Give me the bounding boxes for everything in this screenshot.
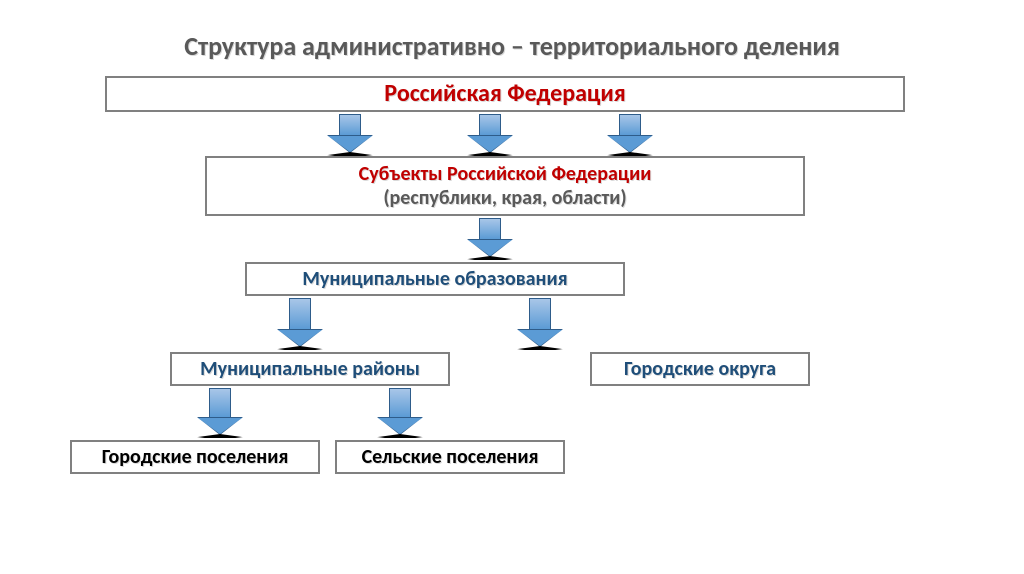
diagram-title: Структура административно – территориаль… — [0, 30, 1024, 62]
node-rf-label: Российская Федерация — [384, 80, 625, 109]
node-city-okrug: Городские округа — [590, 352, 810, 386]
node-municipal-label: Муниципальные образования — [302, 267, 567, 291]
node-municipal: Муниципальные образования — [245, 262, 625, 296]
node-rf: Российская Федерация — [105, 76, 905, 112]
node-city-okrug-label: Городские округа — [624, 357, 776, 381]
node-subjects-sublabel: (республики, края, области) — [383, 186, 626, 210]
node-subjects: Субъекты Российской Федерации(республики… — [205, 156, 805, 216]
node-districts: Муниципальные районы — [170, 352, 450, 386]
node-urban: Городские поселения — [70, 440, 320, 474]
node-subjects-label: Субъекты Российской Федерации — [359, 162, 652, 186]
node-urban-label: Городские поселения — [102, 445, 289, 469]
node-rural: Сельские поселения — [335, 440, 565, 474]
node-districts-label: Муниципальные районы — [200, 357, 420, 381]
node-rural-label: Сельские поселения — [362, 445, 539, 469]
